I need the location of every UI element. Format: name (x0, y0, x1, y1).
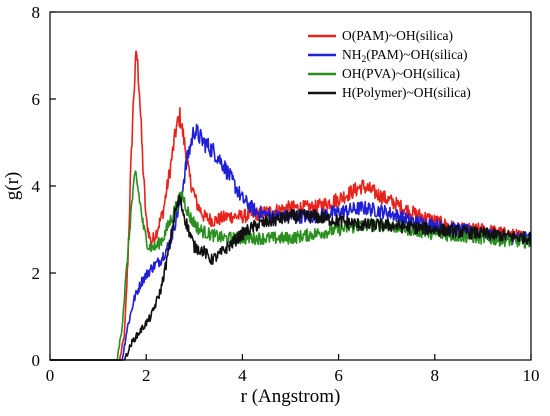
legend-label-0: O(PAM)~OH(silica) (342, 28, 453, 43)
y-axis-title: g(r) (2, 172, 23, 200)
x-axis-title: r (Angstrom) (241, 386, 341, 407)
ticks-layer: 0 2 4 6 8 10 0 2 4 6 8 (32, 3, 540, 385)
x-tick-label: 0 (46, 366, 55, 385)
legend-label-1: NH2(PAM)~OH(silica) (342, 47, 468, 65)
x-tick-label: 2 (142, 366, 151, 385)
y-tick-label: 6 (32, 90, 41, 109)
plot-frame (49, 11, 532, 361)
legend: O(PAM)~OH(silica) NH2(PAM)~OH(silica)OH(P… (308, 28, 471, 100)
series-line-2 (49, 170, 532, 361)
y-tick-label: 8 (32, 3, 41, 22)
x-tick-label: 6 (334, 366, 343, 385)
legend-label-2: OH(PVA)~OH(silica) (342, 66, 460, 81)
x-tick-label: 10 (523, 366, 540, 385)
x-tick-label: 4 (238, 366, 247, 385)
y-tick-label: 2 (32, 264, 41, 283)
x-tick-label: 8 (431, 366, 440, 385)
y-tick-label: 0 (32, 351, 41, 370)
series-line-3 (49, 194, 532, 361)
series-layer (49, 50, 532, 361)
legend-label-3: H(Polymer)~OH(silica) (342, 85, 471, 100)
y-tick-label: 4 (32, 177, 41, 196)
